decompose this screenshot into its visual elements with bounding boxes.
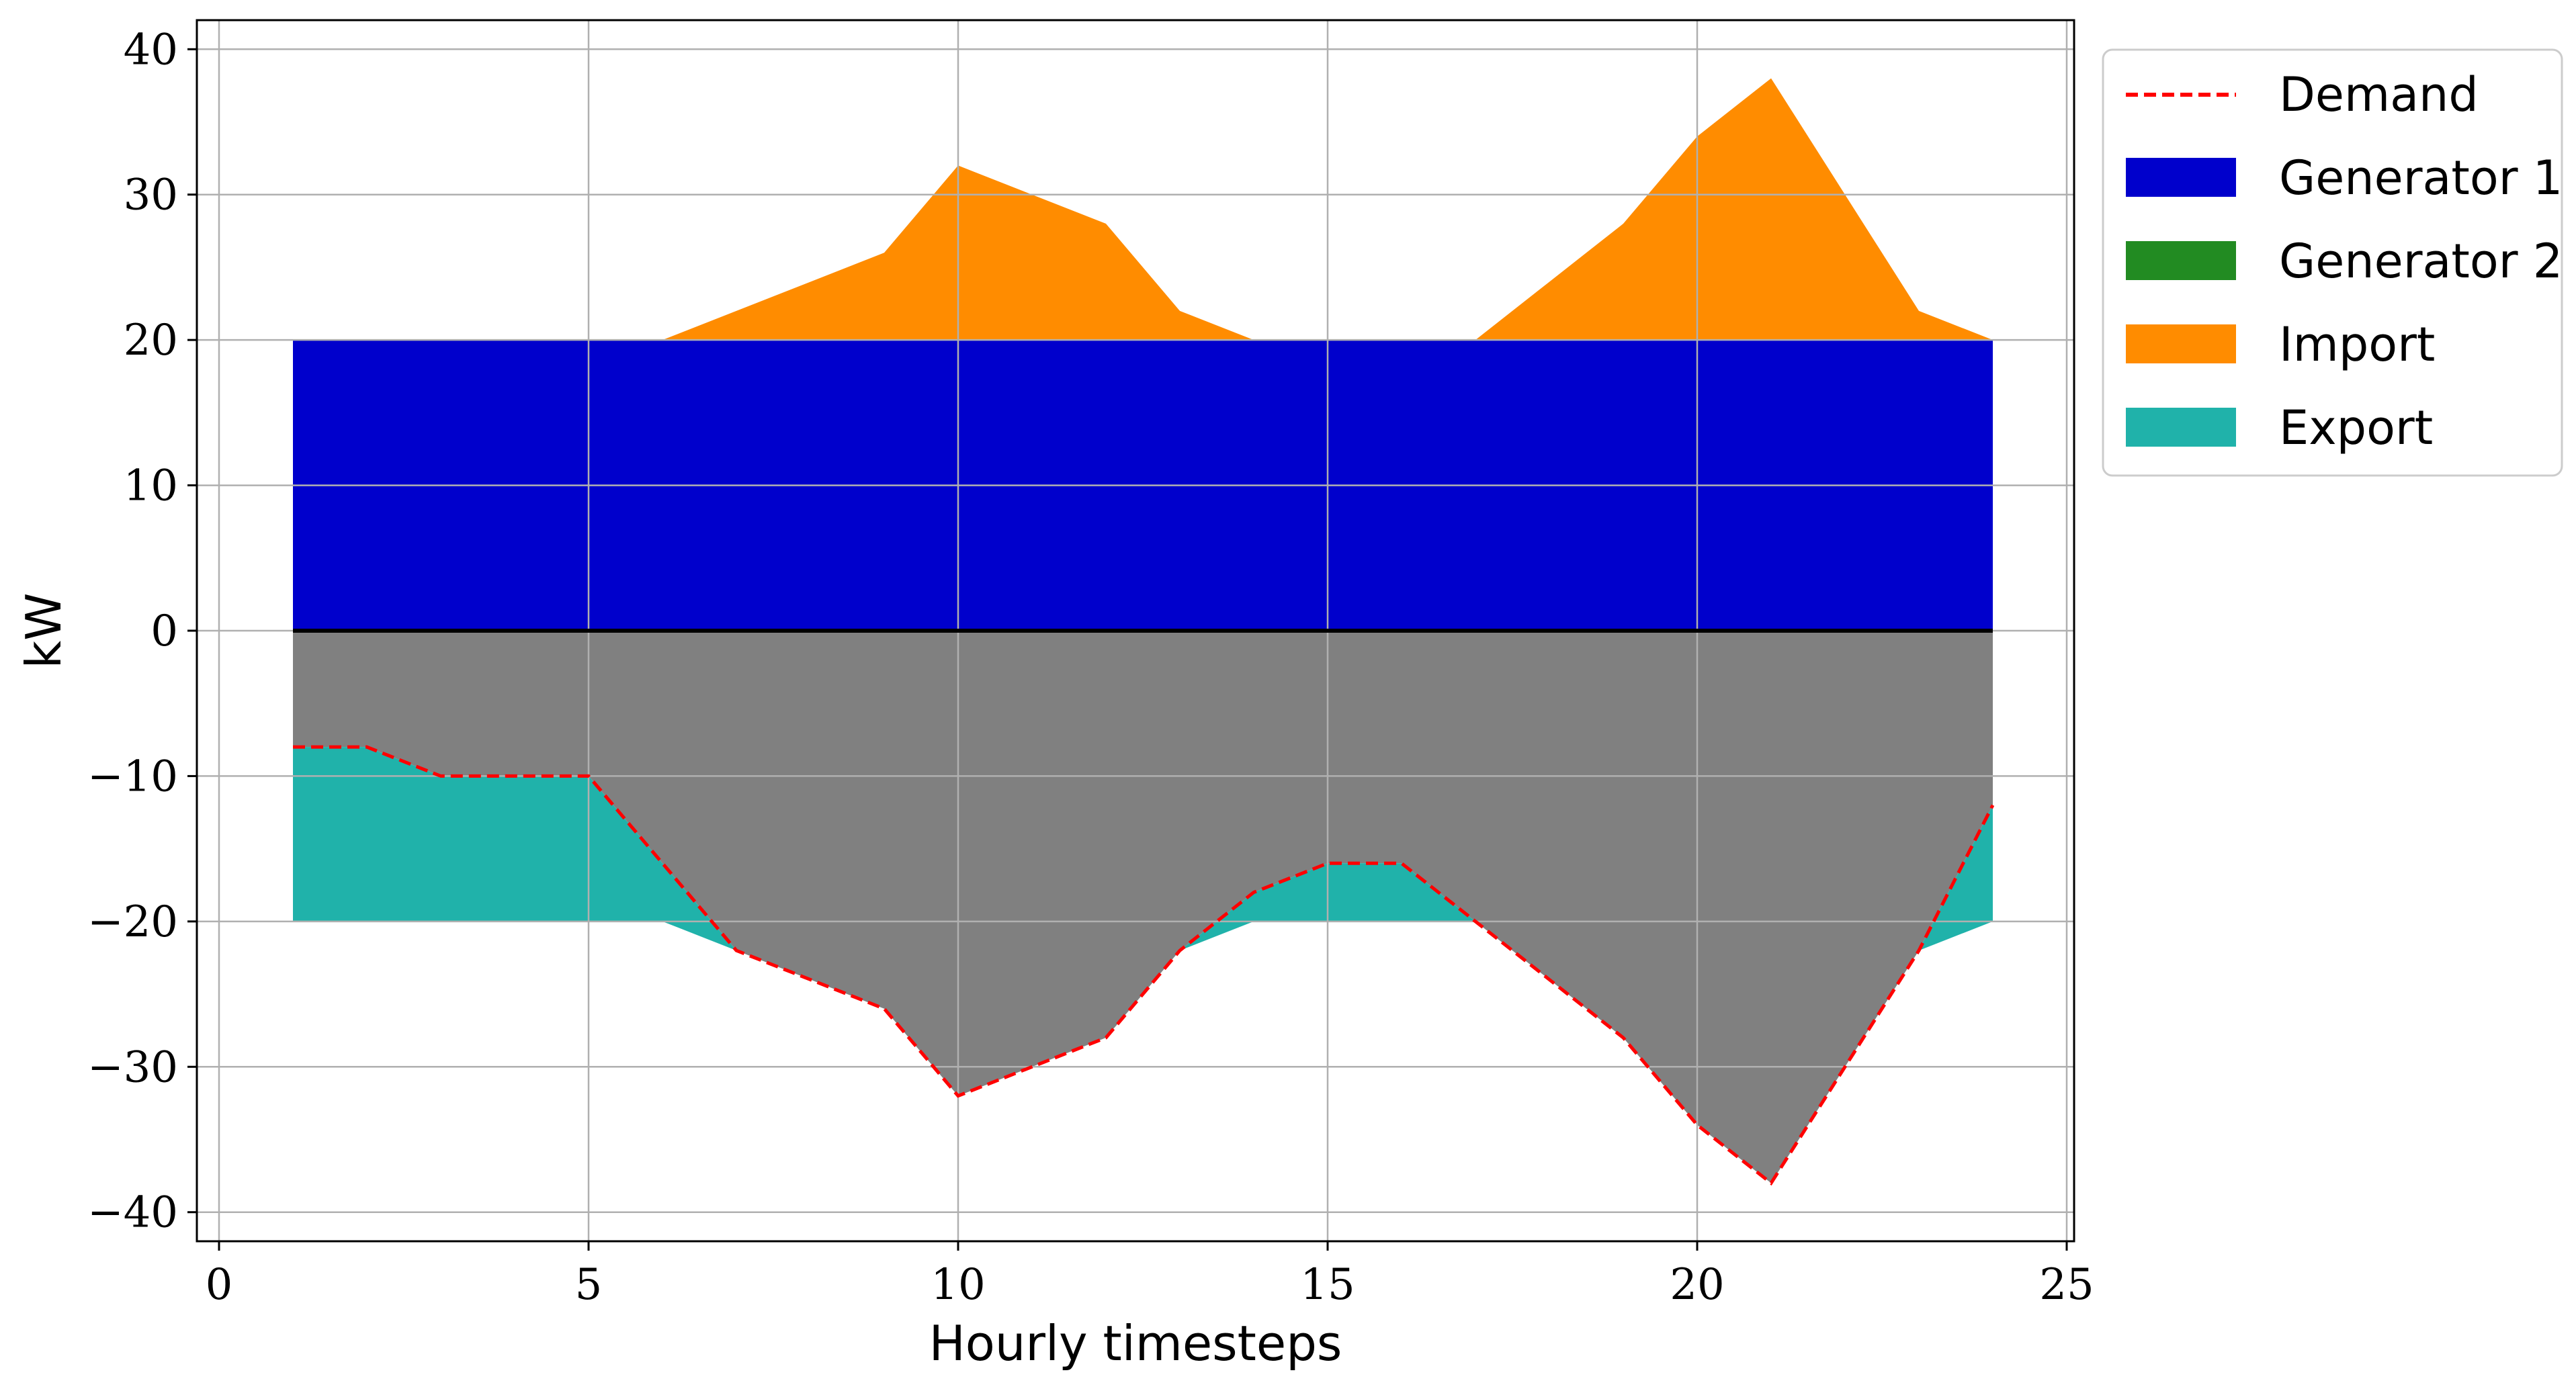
x-tick-label: 10 <box>931 1260 985 1310</box>
y-tick-label: −20 <box>87 897 178 947</box>
y-axis-label: kW <box>15 593 72 669</box>
x-tick-label: 5 <box>575 1260 603 1310</box>
legend-swatch-import <box>2126 324 2236 363</box>
legend-label-generator-1: Generator 1 <box>2279 150 2563 206</box>
x-tick-label: 25 <box>2039 1260 2094 1310</box>
demand-area <box>293 631 1993 1183</box>
y-tick-label: 0 <box>151 607 178 656</box>
x-axis-label: Hourly timesteps <box>929 1315 1342 1372</box>
x-tick-label: 15 <box>1300 1260 1355 1310</box>
legend-label-import: Import <box>2279 317 2435 372</box>
axes: 0 5 10 15 20 25 −40 −30 −20 −10 0 10 20 30 40 Hourly ti… <box>15 19 2094 1372</box>
y-tick-label: 30 <box>124 171 178 220</box>
y-tick-label: 20 <box>124 316 178 365</box>
x-tick-label: 20 <box>1670 1260 1724 1310</box>
demand-line <box>293 745 1995 1186</box>
legend-box <box>2102 48 2563 477</box>
legend-label-generator-2: Generator 2 <box>2279 234 2563 289</box>
legend-swatch-generator-1 <box>2126 158 2236 197</box>
y-tick-label: 40 <box>124 25 178 75</box>
legend: Demand Generator 1 Generator 2 Import Export <box>2102 48 2563 477</box>
export-area <box>293 747 1993 1183</box>
import-area <box>293 78 1993 341</box>
x-tick-label: 0 <box>206 1260 233 1310</box>
y-tick-label: −40 <box>87 1188 178 1238</box>
legend-swatch-export <box>2126 408 2236 447</box>
y-tick-label: 10 <box>124 461 178 511</box>
plot-area <box>197 20 2074 1241</box>
y-tick-label: −10 <box>87 752 178 801</box>
legend-swatch-generator-2 <box>2126 241 2236 280</box>
y-tick-label: −30 <box>87 1042 178 1092</box>
legend-label-demand: Demand <box>2279 67 2479 122</box>
legend-label-export: Export <box>2279 400 2433 455</box>
